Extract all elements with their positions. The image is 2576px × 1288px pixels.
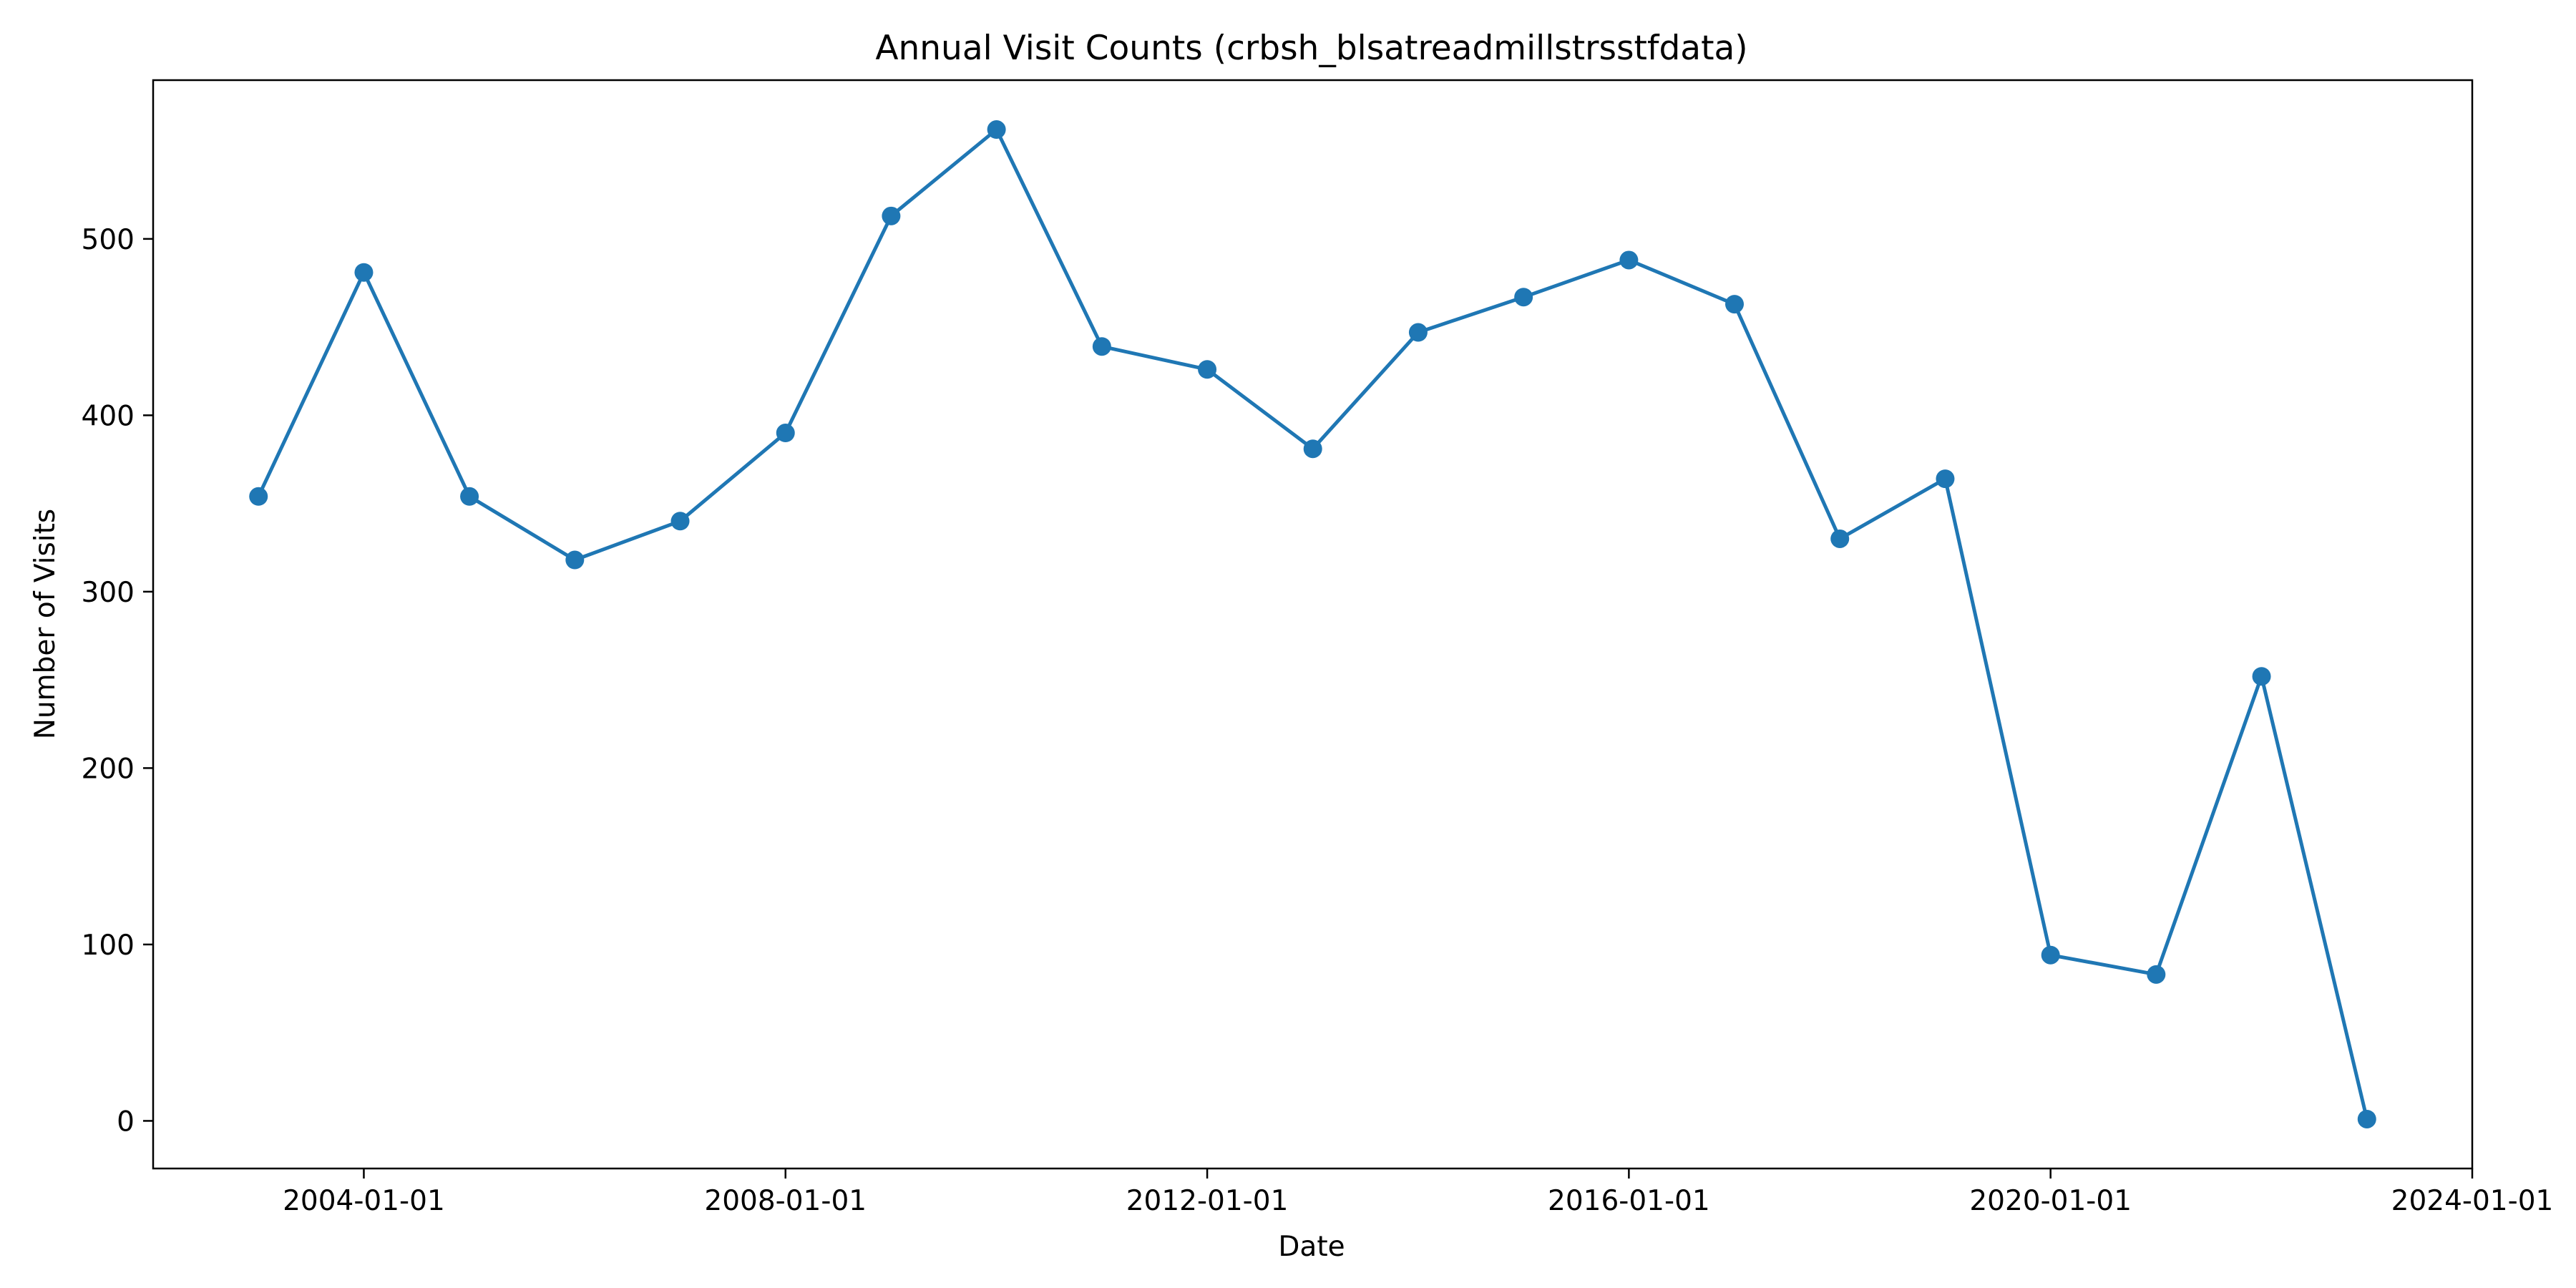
- data-point: [670, 512, 690, 531]
- data-point: [2252, 667, 2271, 686]
- y-tick-label: 100: [82, 930, 135, 962]
- data-point: [1936, 469, 1955, 489]
- data-point: [565, 550, 585, 570]
- x-axis: 2004-01-01 2008-01-01 2012-01-01 2016-01-01…: [283, 1169, 2553, 1217]
- x-tick-label: 2008-01-01: [704, 1185, 867, 1217]
- y-tick-label: 300: [82, 577, 135, 609]
- data-point: [1830, 529, 1850, 548]
- data-point: [1198, 360, 1217, 379]
- x-tick-label: 2012-01-01: [1126, 1185, 1289, 1217]
- y-tick-label: 0: [117, 1106, 135, 1138]
- y-axis: 0 100 200 300 400 500: [82, 224, 153, 1138]
- chart-title: Annual Visit Counts (crbsh_blsatreadmill…: [875, 29, 1747, 68]
- axes-frame: [152, 79, 2474, 1170]
- data-point: [1725, 295, 1745, 314]
- y-tick-label: 200: [82, 753, 135, 785]
- y-tick-label: 400: [82, 400, 135, 432]
- data-point: [460, 487, 479, 506]
- data-point: [1514, 288, 1533, 307]
- data-point: [2041, 945, 2060, 965]
- data-point: [354, 263, 374, 282]
- data-point: [1619, 250, 1639, 270]
- data-point: [987, 120, 1006, 140]
- data-point: [249, 487, 268, 506]
- data-point: [1408, 323, 1428, 342]
- plot-area: [249, 120, 2376, 1128]
- data-point: [1092, 337, 1111, 356]
- x-tick-label: 2016-01-01: [1548, 1185, 1710, 1217]
- x-tick-label: 2024-01-01: [2391, 1185, 2554, 1217]
- data-point: [2357, 1109, 2376, 1128]
- data-point: [882, 206, 901, 225]
- x-tick-label: 2004-01-01: [283, 1185, 445, 1217]
- data-point: [1303, 439, 1322, 459]
- x-axis-label: Date: [1278, 1231, 1345, 1263]
- x-tick-label: 2020-01-01: [1969, 1185, 2132, 1217]
- y-tick-label: 500: [82, 224, 135, 256]
- data-point: [776, 424, 795, 443]
- y-axis-label: Number of Visits: [29, 509, 62, 739]
- data-point: [2147, 965, 2166, 984]
